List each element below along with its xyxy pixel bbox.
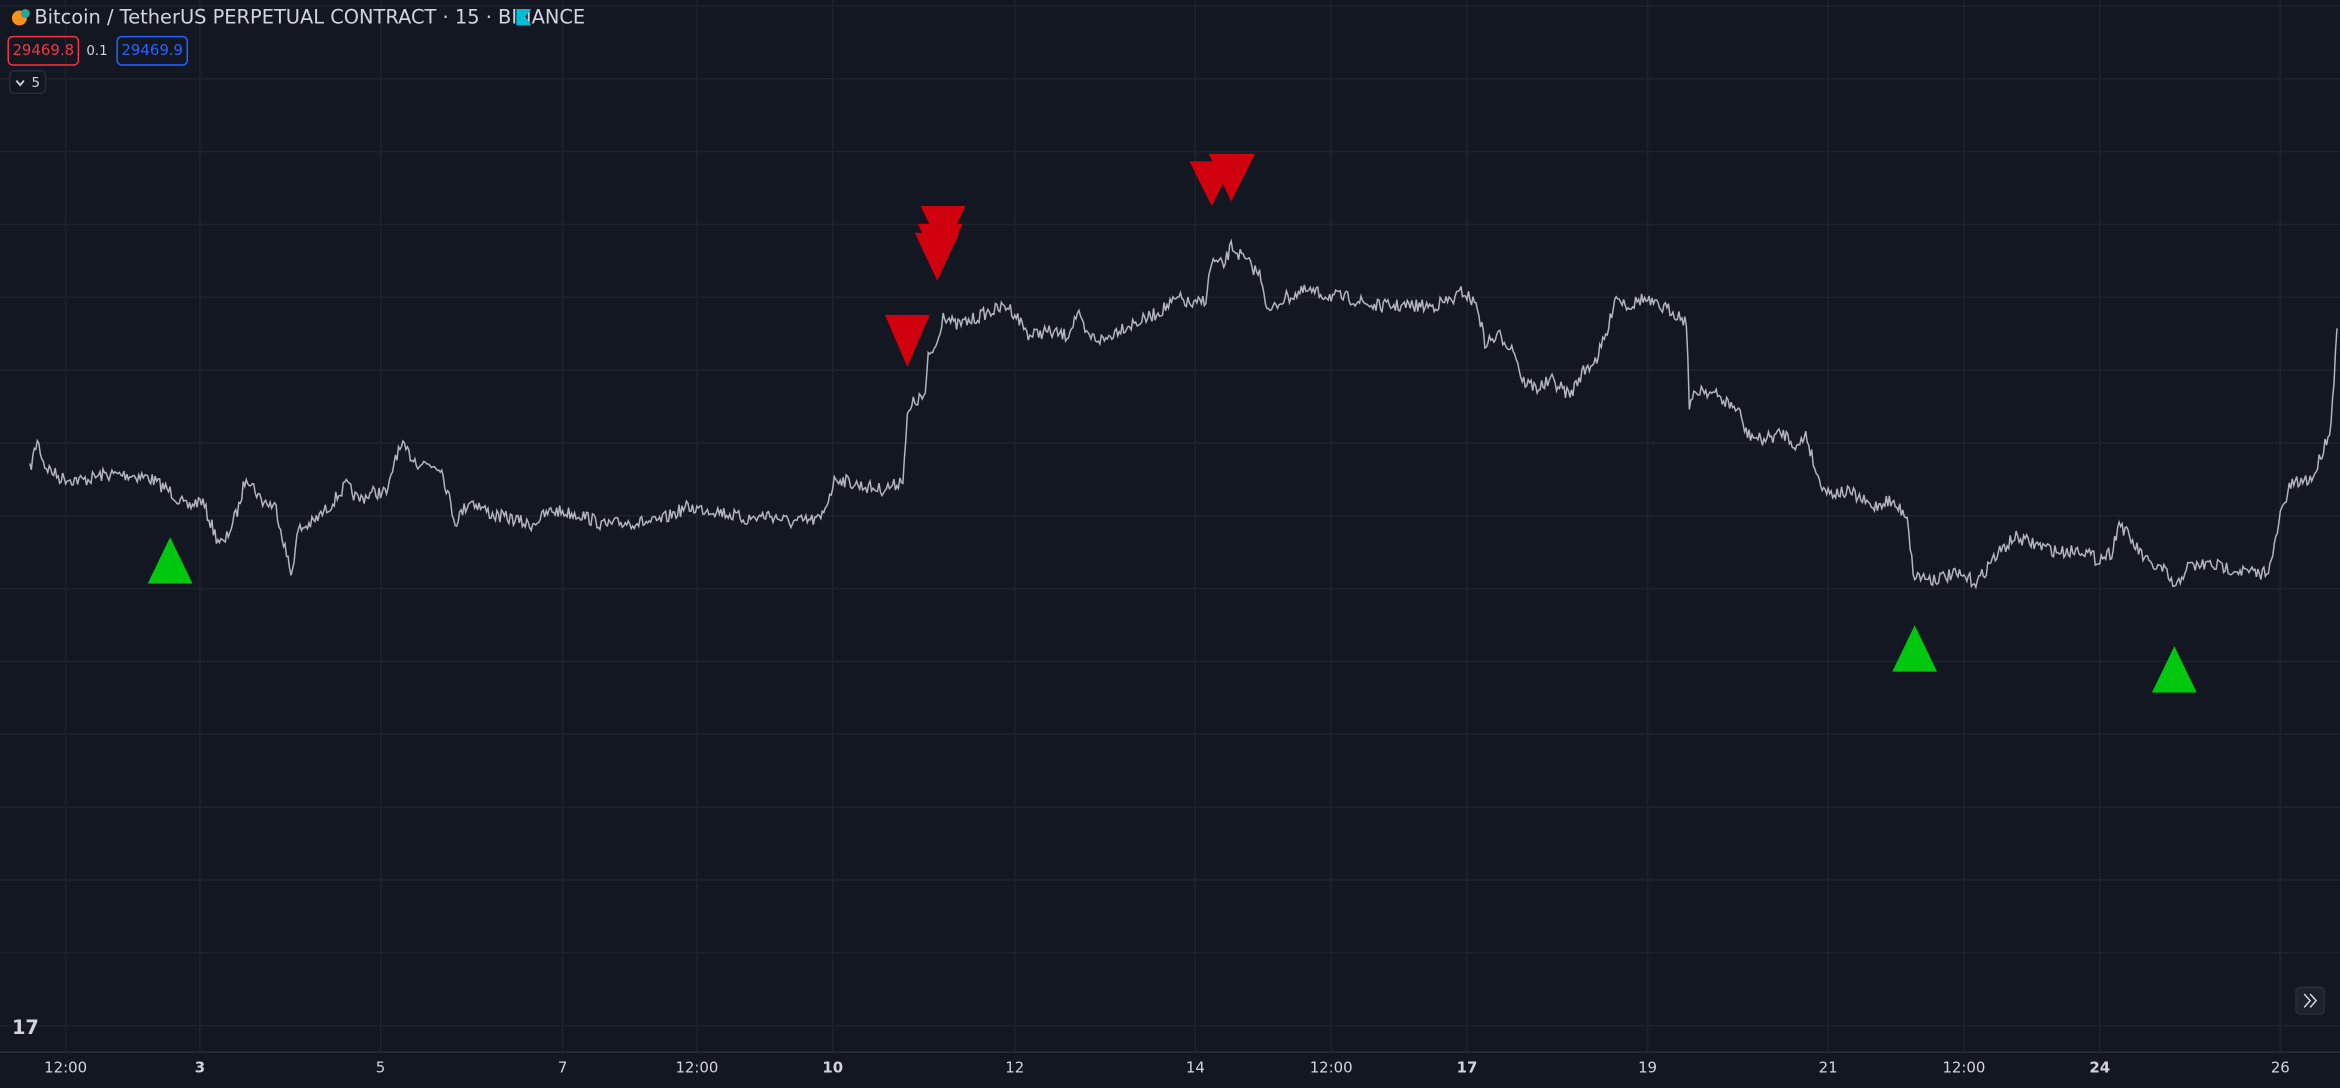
time-label: 12:00 (1942, 1059, 1985, 1077)
time-label: 12:00 (675, 1059, 718, 1077)
buy-marker (2151, 646, 2197, 693)
buy-marker (147, 537, 193, 584)
chevron (2303, 993, 2312, 1008)
ask-box[interactable] (116, 35, 189, 66)
time-label: 12:00 (44, 1059, 87, 1077)
vertical-grid (64, 0, 2282, 1053)
indicator-toggle[interactable] (8, 70, 47, 95)
time-label: 10 (822, 1059, 843, 1077)
time-label: 12:00 (1310, 1059, 1353, 1077)
chevron (15, 80, 25, 87)
time-label: 19 (1638, 1059, 1657, 1077)
bid-price: 29469.8 (12, 41, 74, 59)
time-label: 14 (1186, 1059, 1205, 1077)
chevron (2309, 993, 2318, 1008)
tv-logo: 17 (12, 1016, 39, 1039)
sell-marker (1208, 153, 1256, 202)
buy-markers (147, 537, 2197, 693)
time-label: 5 (376, 1059, 385, 1077)
ask-price: 29469.9 (121, 41, 183, 59)
time-label: 3 (195, 1059, 205, 1077)
buy-marker (1892, 625, 1938, 672)
symbol-title: Bitcoin / TetherUS PERPETUAL CONTRACT · … (34, 5, 585, 28)
time-label: 26 (2271, 1059, 2290, 1077)
time-axis: 12:00 3 5 7 12:00 10 12 14 12:00 17 19 21 12:00 24 26 (44, 1059, 2290, 1077)
sell-markers (884, 153, 1256, 368)
flag-icon (516, 8, 532, 26)
sell-marker (884, 314, 930, 368)
time-label: 21 (1819, 1059, 1838, 1077)
time-label: 12 (1005, 1059, 1024, 1077)
price-line (29, 238, 2338, 590)
spread: 0.1 (86, 44, 107, 59)
time-label: 24 (2089, 1059, 2110, 1077)
bid-box[interactable] (7, 35, 80, 66)
indicator-count: 5 (32, 76, 41, 91)
sell-marker (914, 232, 960, 281)
symbol-icon (20, 8, 30, 18)
time-label: 7 (558, 1059, 567, 1077)
time-label: 17 (1457, 1059, 1478, 1077)
